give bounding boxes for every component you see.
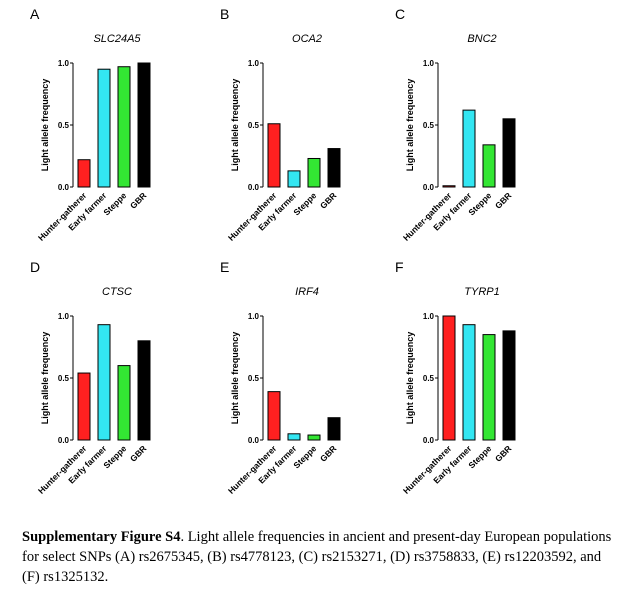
caption-label: Supplementary Figure S4: [22, 529, 181, 545]
y-tick-label: 1.0: [248, 59, 260, 68]
x-tick-label: GBR: [493, 190, 513, 210]
bar-hunter-gatherer: [442, 315, 456, 441]
bar-early-farmer: [97, 324, 111, 441]
panel-letter: E: [220, 259, 229, 275]
x-tick-label: GBR: [318, 190, 338, 210]
bar-gbr: [137, 340, 151, 441]
y-tick-label: 0.0: [423, 436, 435, 445]
y-tick-label: 0.5: [423, 121, 435, 130]
x-tick-label: GBR: [493, 443, 513, 463]
y-tick-label: 0.0: [248, 436, 260, 445]
y-axis-label: Light allele frequency: [405, 332, 415, 425]
bar-gbr: [502, 118, 516, 188]
bar-steppe: [117, 365, 131, 441]
bar-steppe: [307, 434, 321, 441]
bar-hunter-gatherer: [267, 123, 281, 188]
figure-caption: Supplementary Figure S4. Light allele fr…: [22, 527, 622, 587]
y-tick-label: 0.0: [58, 183, 70, 192]
bar-gbr: [137, 62, 151, 188]
x-tick-label: Steppe: [291, 443, 318, 470]
chart-title: CTSC: [102, 286, 132, 298]
x-tick-label: Steppe: [466, 443, 493, 470]
y-tick-label: 0.0: [58, 436, 70, 445]
bar-steppe: [482, 334, 496, 441]
chart-title: BNC2: [467, 33, 496, 45]
chart-title: TYRP1: [464, 286, 499, 298]
chart-title: IRF4: [295, 286, 319, 298]
bar-early-farmer: [97, 68, 111, 188]
y-axis-label: Light allele frequency: [405, 79, 415, 172]
y-tick-label: 0.5: [248, 374, 260, 383]
y-axis-label: Light allele frequency: [40, 79, 50, 172]
y-tick-label: 1.0: [423, 59, 435, 68]
y-tick-label: 1.0: [58, 59, 70, 68]
y-axis-label: Light allele frequency: [230, 332, 240, 425]
panel-letter: F: [395, 259, 404, 275]
bar-early-farmer: [462, 324, 476, 441]
bar-gbr: [327, 148, 341, 188]
y-tick-label: 0.5: [58, 374, 70, 383]
y-tick-label: 0.0: [423, 183, 435, 192]
bar-steppe: [117, 66, 131, 188]
y-tick-label: 1.0: [248, 312, 260, 321]
x-tick-label: GBR: [128, 443, 148, 463]
bar-hunter-gatherer: [267, 391, 281, 441]
y-tick-label: 0.0: [248, 183, 260, 192]
y-tick-label: 0.5: [58, 121, 70, 130]
bar-early-farmer: [462, 109, 476, 188]
x-tick-label: GBR: [318, 443, 338, 463]
bar-hunter-gatherer: [442, 185, 456, 188]
bar-hunter-gatherer: [77, 372, 91, 441]
bar-steppe: [482, 144, 496, 188]
panel-letter: C: [395, 6, 405, 22]
bar-steppe: [307, 157, 321, 188]
panel-letter: B: [220, 6, 229, 22]
x-tick-label: Steppe: [291, 190, 318, 217]
y-tick-label: 0.5: [423, 374, 435, 383]
chart-title: SLC24A5: [93, 33, 141, 45]
bar-gbr: [502, 330, 516, 441]
y-axis-label: Light allele frequency: [40, 332, 50, 425]
y-tick-label: 1.0: [58, 312, 70, 321]
chart-title: OCA2: [292, 33, 322, 45]
bar-gbr: [327, 417, 341, 441]
x-tick-label: Steppe: [466, 190, 493, 217]
y-tick-label: 0.5: [248, 121, 260, 130]
y-axis-label: Light allele frequency: [230, 79, 240, 172]
x-tick-label: Steppe: [101, 443, 128, 470]
x-tick-label: Steppe: [101, 190, 128, 217]
bar-early-farmer: [287, 170, 301, 188]
y-tick-label: 1.0: [423, 312, 435, 321]
panel-letter: D: [30, 259, 40, 275]
bar-hunter-gatherer: [77, 159, 91, 188]
bar-early-farmer: [287, 433, 301, 441]
panel-letter: A: [30, 6, 40, 22]
x-tick-label: GBR: [128, 190, 148, 210]
caption-text: . Light allele frequencies in ancient an…: [22, 529, 612, 585]
